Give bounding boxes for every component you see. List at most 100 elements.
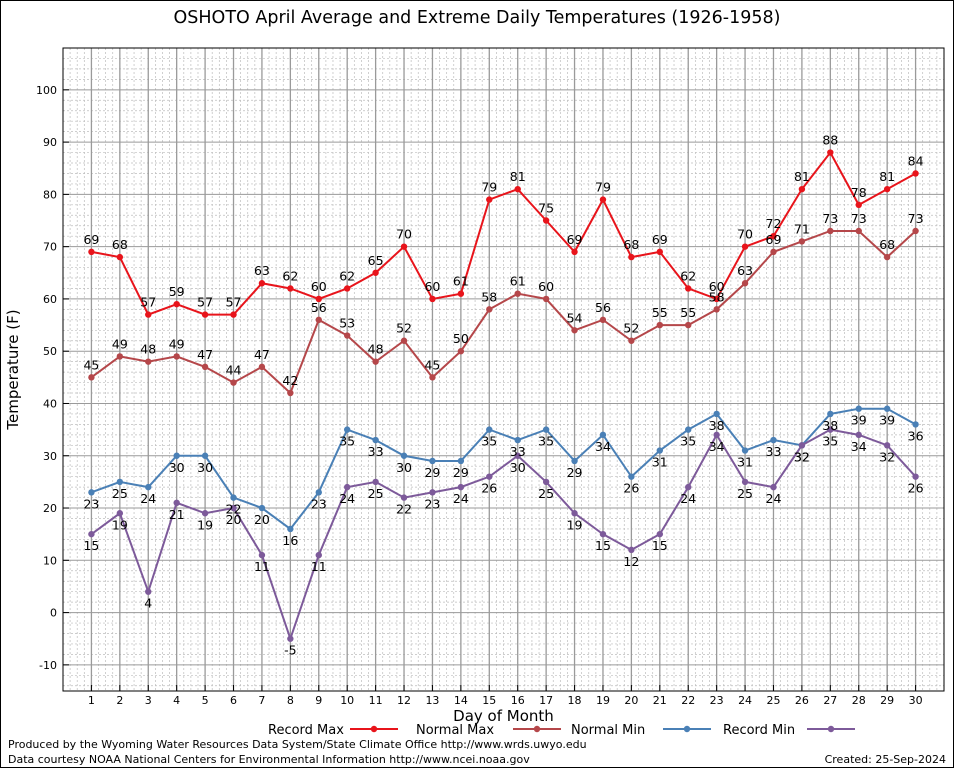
record-max-point bbox=[628, 253, 635, 261]
normal-min-data-label: 24 bbox=[140, 491, 156, 506]
record-max-data-label: 68 bbox=[112, 237, 128, 252]
normal-min-data-label: 34 bbox=[595, 439, 611, 454]
normal-min-line bbox=[91, 407, 917, 531]
x-tick-label: 25 bbox=[766, 694, 780, 707]
record-max-point bbox=[457, 290, 465, 297]
normal-max-data-label: 45 bbox=[83, 357, 99, 372]
y-tick-label: 60 bbox=[43, 293, 57, 306]
record-min-point bbox=[400, 494, 408, 501]
normal-min-point bbox=[258, 504, 266, 512]
record-max-data-label: 84 bbox=[908, 153, 924, 168]
normal-min-data-label: 29 bbox=[424, 465, 440, 480]
record-max-data-label: 81 bbox=[879, 169, 895, 184]
normal-min-point bbox=[88, 489, 95, 496]
record-min-data-label: 15 bbox=[652, 538, 668, 553]
record-min-point bbox=[315, 551, 322, 559]
normal-max-data-label: 56 bbox=[311, 300, 327, 315]
normal-min-point bbox=[883, 405, 891, 412]
normal-max-point bbox=[429, 374, 436, 381]
normal-max-data-label: 47 bbox=[254, 347, 270, 362]
record-min-data-label: 24 bbox=[339, 491, 355, 506]
record-min-point bbox=[770, 483, 777, 491]
record-max-data-label: 79 bbox=[481, 180, 497, 195]
normal-max-data-label: 61 bbox=[510, 274, 526, 289]
record-min-data-label: 11 bbox=[254, 559, 270, 574]
legend-marker-normal-min bbox=[683, 725, 691, 733]
record-max-data-label: 88 bbox=[822, 133, 838, 148]
record-min-data-label: 20 bbox=[226, 512, 242, 527]
normal-max-point bbox=[457, 348, 465, 355]
normal-max-point bbox=[542, 295, 550, 303]
record-max-data-label: 60 bbox=[424, 279, 440, 294]
normal-max-data-label: 48 bbox=[140, 342, 156, 357]
normal-max-data-label: 73 bbox=[822, 211, 838, 226]
normal-max-point bbox=[741, 280, 749, 287]
y-tick-label: 70 bbox=[43, 241, 57, 254]
normal-max-point bbox=[855, 227, 862, 235]
record-max-point bbox=[287, 285, 294, 292]
normal-max-point bbox=[315, 316, 322, 324]
normal-max-point bbox=[599, 316, 607, 324]
record-min-point bbox=[798, 442, 806, 449]
x-tick-label: 12 bbox=[397, 694, 411, 707]
normal-max-point bbox=[798, 238, 806, 245]
record-min-point bbox=[855, 431, 862, 439]
x-tick-label: 8 bbox=[287, 694, 294, 707]
record-min-point bbox=[912, 473, 919, 480]
record-min-data-label: 22 bbox=[396, 502, 412, 517]
normal-min-point bbox=[770, 436, 777, 444]
record-max-point bbox=[201, 311, 209, 318]
record-max-data-label: 60 bbox=[311, 279, 327, 294]
y-axis-label: Temperature (F) bbox=[4, 309, 22, 430]
credit-line-1: Produced by the Wyoming Water Resources … bbox=[8, 738, 587, 751]
record-max-point bbox=[514, 185, 521, 193]
record-min-data-label: -5 bbox=[284, 643, 296, 658]
record-max-point bbox=[145, 311, 152, 318]
record-max-data-label: 69 bbox=[567, 232, 583, 247]
normal-min-data-label: 20 bbox=[254, 512, 270, 527]
normal-max-data-label: 73 bbox=[908, 211, 924, 226]
normal-max-data-label: 55 bbox=[680, 305, 696, 320]
x-tick-label: 2 bbox=[116, 694, 123, 707]
x-tick-label: 16 bbox=[511, 694, 525, 707]
normal-min-data-label: 36 bbox=[908, 428, 924, 443]
normal-min-data-label: 35 bbox=[538, 434, 554, 449]
record-min-point bbox=[287, 635, 294, 642]
record-max-data-label: 57 bbox=[140, 295, 156, 310]
normal-min-data-label: 32 bbox=[794, 449, 810, 464]
x-tick-label: 27 bbox=[823, 694, 837, 707]
record-min-data-label: 15 bbox=[83, 538, 99, 553]
record-max-data-label: 63 bbox=[254, 263, 270, 278]
record-max-point bbox=[656, 248, 664, 256]
normal-max-data-label: 58 bbox=[709, 289, 725, 304]
record-min-point bbox=[201, 510, 209, 517]
normal-min-point bbox=[201, 452, 209, 459]
normal-min-point bbox=[656, 447, 664, 454]
normal-max-data-label: 68 bbox=[879, 237, 895, 252]
normal-min-point bbox=[599, 431, 607, 439]
y-tick-label: 30 bbox=[43, 450, 57, 463]
record-max-point bbox=[883, 185, 891, 193]
x-tick-label: 19 bbox=[596, 694, 610, 707]
normal-min-data-label: 35 bbox=[339, 434, 355, 449]
normal-max-data-label: 47 bbox=[197, 347, 213, 362]
created-date: Created: 25-Sep-2024 bbox=[824, 753, 946, 766]
y-tick-label: -10 bbox=[39, 659, 57, 672]
normal-max-data-label: 45 bbox=[424, 357, 440, 372]
record-min-point bbox=[486, 473, 493, 480]
x-tick-label: 11 bbox=[369, 694, 383, 707]
record-min-data-label: 23 bbox=[424, 496, 440, 511]
record-max-data-label: 62 bbox=[282, 268, 298, 283]
record-max-data-label: 75 bbox=[538, 201, 554, 216]
normal-max-point bbox=[145, 358, 152, 365]
record-max-point bbox=[798, 185, 806, 193]
record-min-point bbox=[685, 483, 692, 491]
normal-min-point bbox=[343, 426, 351, 433]
normal-min-data-label: 38 bbox=[709, 418, 725, 433]
normal-max-point bbox=[827, 227, 834, 235]
legend-marker-normal-max bbox=[533, 725, 541, 733]
record-max-data-label: 68 bbox=[623, 237, 639, 252]
normal-max-data-label: 69 bbox=[766, 232, 782, 247]
